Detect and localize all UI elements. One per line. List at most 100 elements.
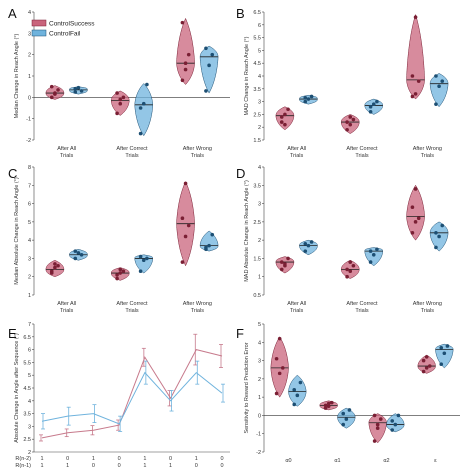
data-point	[434, 231, 438, 235]
violin-fail	[288, 374, 307, 407]
data-point	[351, 117, 356, 122]
data-point	[183, 61, 188, 65]
x-category-label: After All	[57, 301, 76, 307]
data-point	[372, 439, 377, 443]
data-point	[204, 89, 208, 93]
sequence-value: 1	[169, 463, 172, 469]
data-point	[79, 89, 84, 93]
y-tick-label: 4	[28, 399, 31, 405]
y-tick-label: 4	[258, 340, 261, 346]
x-category-label: After Wrong	[183, 301, 212, 307]
data-point	[410, 231, 415, 235]
data-point	[368, 260, 373, 264]
data-point	[351, 263, 356, 268]
y-tick-label: 6	[28, 202, 31, 208]
y-tick-label: 0	[28, 95, 31, 101]
data-point	[410, 74, 415, 78]
y-tick-label: 3	[258, 100, 261, 106]
data-point	[434, 74, 438, 78]
y-tick-label: 7	[28, 322, 31, 328]
data-point	[303, 242, 308, 246]
data-point	[413, 15, 418, 19]
y-tick-label: 2.5	[23, 437, 31, 443]
sequence-value: 0	[92, 463, 95, 469]
data-point	[326, 404, 331, 409]
data-point	[323, 406, 328, 410]
data-point	[410, 94, 415, 99]
data-point	[303, 249, 308, 253]
data-point	[295, 393, 300, 398]
data-point	[292, 402, 297, 407]
panel-d: D 0.5 1 1.5 2 2.5 3 3.5 4 MAD Absolute Change in …	[236, 165, 449, 314]
data-point	[180, 260, 185, 264]
x-category-label: After All	[287, 146, 306, 152]
data-point	[56, 88, 60, 92]
y-tick-label: 5	[258, 48, 261, 54]
y-axis-label: Median Change in Reach Angle (°)	[14, 33, 20, 118]
y-tick-label: 4	[28, 10, 31, 16]
data-point	[118, 101, 123, 106]
data-point	[445, 344, 450, 348]
data-point	[286, 256, 290, 261]
data-point	[396, 413, 401, 418]
violin-fail	[299, 239, 318, 256]
data-point	[368, 110, 373, 114]
data-point	[274, 391, 279, 396]
x-category-label: After Correct	[346, 146, 378, 152]
sequence-value: 1	[143, 456, 146, 462]
data-point	[372, 413, 377, 418]
data-point	[121, 269, 126, 274]
sequence-value: 0	[195, 463, 198, 469]
x-category-label: After Wrong	[183, 146, 212, 152]
data-point	[303, 95, 308, 100]
data-point	[118, 271, 123, 275]
violin-fail	[199, 45, 219, 94]
x-category-label: Trials	[191, 308, 204, 314]
y-tick-label: 0	[258, 413, 261, 419]
data-point	[434, 245, 438, 250]
y-tick-label: 4.5	[23, 386, 31, 392]
data-point	[118, 267, 123, 272]
sequence-value: 0	[220, 456, 223, 462]
data-point	[53, 265, 57, 270]
y-tick-label: -1	[256, 432, 261, 438]
x-category-label: After Wrong	[413, 146, 442, 152]
data-point	[416, 216, 421, 220]
data-point	[421, 369, 426, 374]
sequence-value: 1	[40, 463, 43, 469]
data-point	[390, 428, 395, 432]
data-point	[344, 417, 349, 421]
data-point	[371, 252, 376, 257]
data-point	[183, 181, 188, 186]
y-axis-label: MAD Absolute Change in Reach Angle (°)	[244, 180, 250, 282]
y-tick-label: 4.5	[253, 61, 261, 67]
data-point	[439, 362, 444, 367]
legend-swatch-fail	[31, 29, 47, 37]
y-tick-label: 5	[28, 373, 31, 379]
data-point	[345, 120, 349, 124]
data-point	[73, 256, 78, 261]
data-point	[345, 127, 349, 132]
x-category-label: Trials	[191, 153, 204, 159]
y-tick-label: 1	[28, 74, 31, 80]
series-line-fail	[41, 371, 223, 425]
x-category-label: After Correct	[116, 301, 148, 307]
violin-success	[176, 17, 195, 85]
data-point	[180, 78, 185, 83]
sequence-value: 0	[118, 456, 121, 462]
panel-c: C 1 2 3 4 5 6 7 8 Median Absolute Change in Reach…	[8, 165, 219, 314]
data-point	[371, 102, 376, 106]
data-point	[138, 254, 143, 259]
data-point	[138, 269, 143, 274]
data-point	[303, 99, 308, 104]
y-tick-label: 1.5	[253, 138, 261, 144]
x-category-label: α1	[334, 458, 340, 464]
violin-success	[275, 106, 295, 131]
legend-label-success: ControlSuccess	[49, 21, 95, 28]
data-point	[341, 411, 346, 416]
x-category-label: α2	[383, 458, 389, 464]
data-point	[180, 216, 185, 220]
data-point	[326, 401, 331, 406]
data-point	[210, 232, 215, 237]
